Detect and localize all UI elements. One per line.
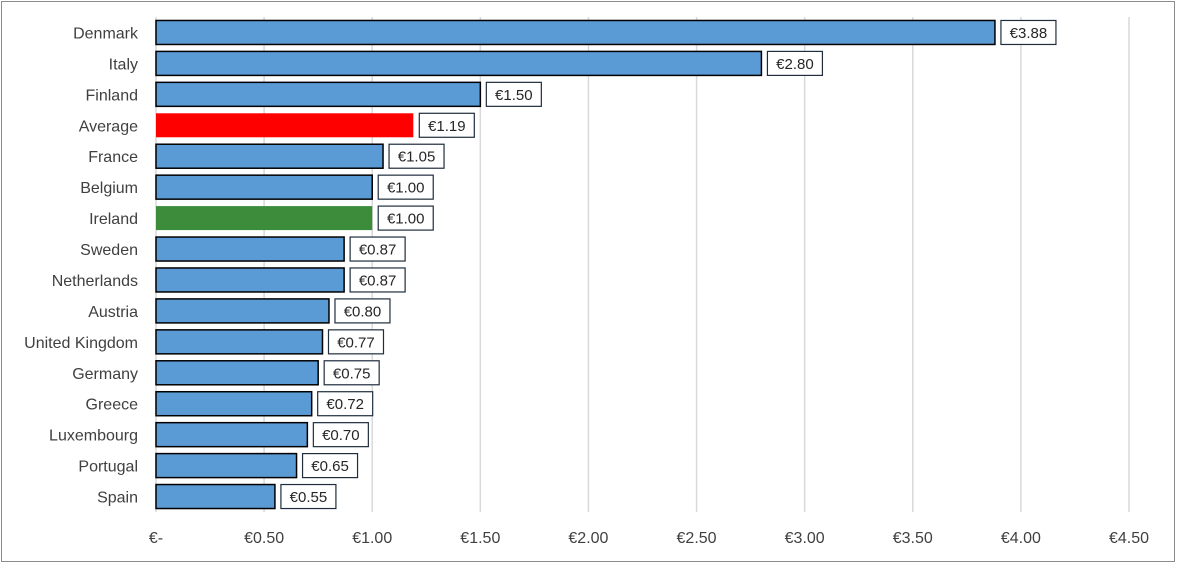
data-label: €2.80 [776,56,814,73]
data-label: €0.75 [333,365,371,382]
bar-netherlands [155,267,345,293]
data-label-box [349,236,406,262]
bar-luxembourg [155,421,309,448]
category-label: Spain [97,490,138,507]
data-label: €0.87 [359,242,397,259]
data-label: €1.00 [387,180,425,197]
data-label-box [301,452,359,479]
category-label: Sweden [80,242,138,259]
bar-spain [155,483,276,510]
x-tick-label: €3.50 [893,530,933,547]
category-label: Austria [88,304,138,321]
data-label-box [766,50,824,77]
data-label: €0.65 [311,458,349,475]
category-label: Netherlands [52,273,138,290]
data-labels: €3.88 €2.80 €1.50 €1.19 €1.05 €1.00 €1.00 €0.87… [280,19,1057,510]
data-label: €0.80 [344,303,382,320]
category-label: Ireland [89,211,138,228]
data-label: €1.19 [428,118,466,135]
data-label-box [334,298,391,324]
category-axis: Denmark Italy Finland Average France Belgium I… [24,25,139,506]
bar-sweden [155,236,345,262]
data-label-box [317,391,374,417]
category-label: Greece [86,397,139,414]
x-tick-label: €1.50 [460,530,500,547]
category-label: Finland [86,87,138,104]
data-label: €0.70 [322,427,360,444]
bar-ireland [156,206,373,231]
bar-germany [155,360,319,386]
bar-finland [155,81,482,108]
x-tick-label: €- [149,530,163,547]
x-tick-label: €0.50 [244,530,284,547]
data-label-box [280,483,337,510]
category-label: Average [79,118,138,135]
category-label: Denmark [73,25,139,42]
bar-denmark [155,19,996,46]
bar-austria [155,298,330,324]
bar-italy [155,50,763,77]
x-tick-label: €2.50 [677,530,717,547]
category-label: United Kingdom [24,335,138,352]
category-label: France [88,149,138,166]
data-label-box [349,267,406,293]
data-label: €0.87 [359,272,397,289]
data-label: €0.77 [337,334,375,351]
data-label: €1.05 [398,149,436,166]
value-axis: €- €0.50 €1.00 €1.50 €2.00 €2.50 €3.00 €3.50 €4.… [149,530,1149,547]
data-label-box [418,112,475,138]
bar-portugal [155,452,298,479]
category-label: Belgium [80,180,138,197]
data-label-box [377,205,434,231]
x-tick-label: €3.00 [785,530,825,547]
x-tick-label: €2.00 [568,530,608,547]
data-label-box [388,143,445,169]
data-label-box [327,329,385,355]
data-label-box [485,81,542,107]
data-label: €3.88 [1010,25,1048,42]
x-tick-label: €1.00 [352,530,392,547]
bar-france [155,143,384,169]
bar-greece [155,390,313,417]
data-label: €0.72 [326,396,364,413]
x-tick-label: €4.00 [1001,530,1041,547]
bar-average [156,113,414,138]
data-label: €0.55 [290,489,328,506]
category-label: Germany [72,366,138,383]
data-label-box [312,422,369,448]
data-label: €1.00 [387,211,425,228]
bars [155,19,996,510]
data-label: €1.50 [495,87,533,104]
bar-united-kingdom [155,329,324,355]
data-label-box [1000,19,1057,46]
category-label: Portugal [78,459,138,476]
bar-belgium [155,174,373,200]
data-label-box [323,360,380,386]
x-tick-label: €4.50 [1109,530,1149,547]
category-label: Luxembourg [49,428,138,445]
category-label: Italy [109,56,138,73]
data-label-box [377,174,434,200]
